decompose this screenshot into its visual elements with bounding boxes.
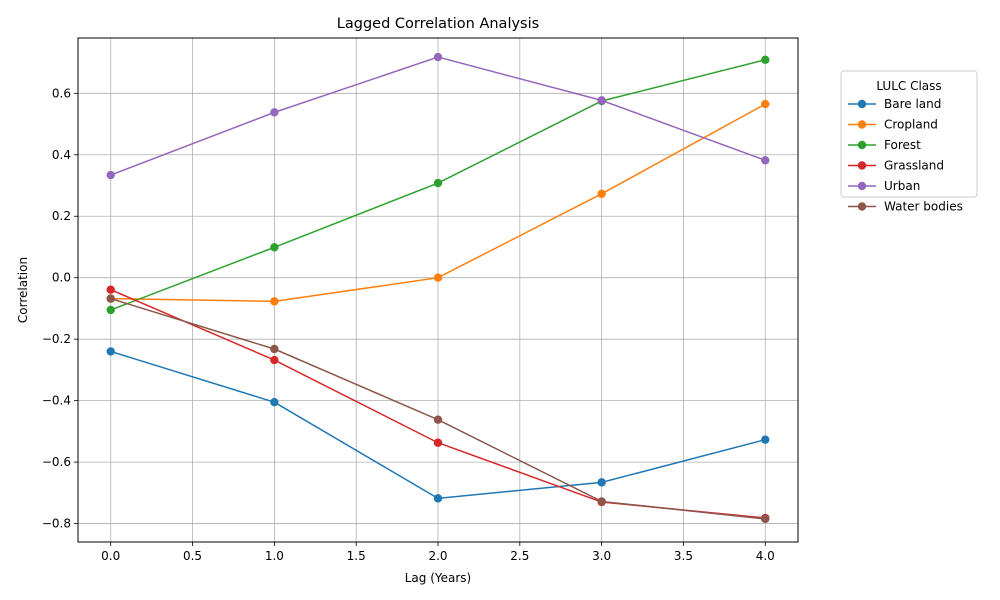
x-tick-label: 2.0 xyxy=(428,549,447,563)
legend-swatch-marker xyxy=(857,99,867,109)
y-axis-label: Correlation xyxy=(16,257,30,323)
legend-label: Bare land xyxy=(884,97,941,111)
series-urban xyxy=(106,52,770,180)
x-tick-label: 3.5 xyxy=(674,549,693,563)
data-point-cropland xyxy=(433,273,443,282)
data-point-urban xyxy=(597,96,606,105)
legend-label: Cropland xyxy=(884,118,938,132)
legend-swatch-marker xyxy=(857,140,867,150)
data-point-cropland xyxy=(597,189,606,199)
data-point-water-bodies xyxy=(270,344,279,354)
y-tick-label: −0.4 xyxy=(42,394,71,408)
data-point-forest xyxy=(433,178,443,188)
data-point-urban xyxy=(106,170,115,180)
y-tick-label: −0.2 xyxy=(42,332,71,346)
data-point-cropland xyxy=(270,297,279,306)
x-tick-label: 3.0 xyxy=(592,549,611,563)
data-point-urban xyxy=(433,52,443,62)
x-axis-label: Lag (Years) xyxy=(405,571,472,585)
x-tick-label: 1.5 xyxy=(347,549,366,563)
data-point-water-bodies xyxy=(597,497,606,506)
legend-label: Urban xyxy=(884,179,920,193)
y-tick-label: −0.8 xyxy=(42,517,71,531)
legend-item-forest: Forest xyxy=(848,138,921,152)
data-point-grassland xyxy=(106,285,115,294)
x-tick-label: 0.0 xyxy=(101,549,120,563)
series-water-bodies xyxy=(106,294,770,524)
legend-label: Forest xyxy=(884,138,921,152)
data-point-bare-land xyxy=(761,435,770,444)
legend-label: Water bodies xyxy=(884,200,963,214)
y-axis-ticks: −0.8 −0.6 −0.4 −0.2 0.0 0.2 0.4 0.6 xyxy=(42,86,78,531)
legend-items: Bare land Cropland Forest Grassland Urban Wat… xyxy=(848,97,963,214)
legend-label: Grassland xyxy=(884,159,944,173)
series-layer xyxy=(106,52,770,524)
data-point-cropland xyxy=(761,99,770,109)
y-tick-label: −0.6 xyxy=(42,455,71,469)
legend: LULC Class Bare land Cropland Forest Grassl… xyxy=(840,70,978,214)
y-tick-label: 0.4 xyxy=(52,148,71,162)
legend-swatch-marker xyxy=(857,120,867,129)
legend-swatch-marker xyxy=(857,161,867,170)
data-point-urban xyxy=(761,156,770,165)
data-point-water-bodies xyxy=(761,514,770,524)
data-point-bare-land xyxy=(106,347,115,356)
legend-swatch-marker xyxy=(857,181,867,191)
y-tick-label: 0.0 xyxy=(52,271,71,285)
y-tick-label: 0.2 xyxy=(52,209,71,223)
data-point-forest xyxy=(761,55,770,65)
x-tick-label: 4.0 xyxy=(756,549,775,563)
legend-title: LULC Class xyxy=(876,79,941,93)
data-point-water-bodies xyxy=(433,415,443,424)
legend-swatch-marker xyxy=(857,202,867,211)
data-point-bare-land xyxy=(433,494,443,503)
x-tick-label: 2.5 xyxy=(510,549,529,563)
data-point-forest xyxy=(106,305,115,315)
legend-item-cropland: Cropland xyxy=(848,118,938,132)
grid xyxy=(78,38,798,542)
y-tick-label: 0.6 xyxy=(52,86,71,100)
data-point-bare-land xyxy=(597,478,606,487)
legend-item-urban: Urban xyxy=(848,179,920,193)
data-point-grassland xyxy=(433,438,443,447)
series-forest xyxy=(106,55,770,315)
x-tick-label: 1.0 xyxy=(265,549,284,563)
data-point-urban xyxy=(270,108,279,117)
data-point-forest xyxy=(270,243,279,252)
legend-item-grassland: Grassland xyxy=(848,159,944,173)
data-point-bare-land xyxy=(270,397,279,407)
legend-item-bare-land: Bare land xyxy=(848,97,941,111)
legend-item-water-bodies: Water bodies xyxy=(848,200,963,214)
x-tick-label: 0.5 xyxy=(183,549,202,563)
data-point-water-bodies xyxy=(106,294,115,303)
x-axis-ticks: 0.0 0.5 1.0 1.5 2.0 2.5 3.0 3.5 4.0 xyxy=(101,542,775,563)
series-bare-land xyxy=(106,347,770,503)
data-point-grassland xyxy=(270,355,279,365)
chart-title: Lagged Correlation Analysis xyxy=(337,16,539,32)
